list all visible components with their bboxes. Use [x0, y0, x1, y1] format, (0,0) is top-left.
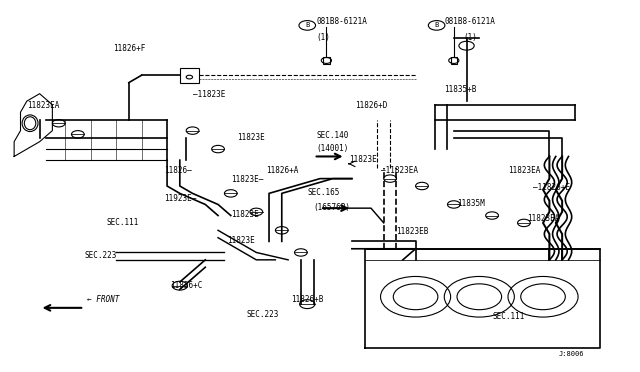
Text: 11835M: 11835M	[457, 199, 484, 208]
Text: —11823EA: —11823EA	[381, 166, 417, 175]
Text: SEC.111: SEC.111	[492, 312, 524, 321]
Text: SEC.223: SEC.223	[84, 251, 116, 260]
Text: 11823E: 11823E	[349, 155, 376, 164]
Text: 11823EA: 11823EA	[527, 214, 559, 223]
Text: (14001): (14001)	[317, 144, 349, 153]
Text: ← FRONT: ← FRONT	[88, 295, 120, 304]
Text: 11923E—: 11923E—	[164, 194, 196, 203]
Text: SEC.223: SEC.223	[246, 310, 279, 319]
Text: 11826+C: 11826+C	[170, 280, 203, 289]
Text: SEC.111: SEC.111	[106, 218, 139, 227]
Text: 11826+A: 11826+A	[266, 166, 298, 175]
Text: 11823E: 11823E	[237, 133, 265, 142]
Text: 11826—: 11826—	[164, 166, 191, 175]
Text: (1): (1)	[317, 33, 331, 42]
Text: 081B8-6121A: 081B8-6121A	[444, 16, 495, 26]
Text: J:8006: J:8006	[559, 351, 584, 357]
Text: 11823E: 11823E	[228, 236, 255, 245]
Text: SEC.140: SEC.140	[317, 131, 349, 140]
Text: —11826+E: —11826+E	[534, 183, 570, 192]
Text: 11823EA: 11823EA	[508, 166, 540, 175]
Text: B: B	[305, 22, 309, 28]
Text: (16576P): (16576P)	[314, 203, 351, 212]
Text: B: B	[435, 22, 439, 28]
Text: —11823E: —11823E	[193, 90, 225, 99]
Text: 11835+B: 11835+B	[444, 85, 477, 94]
Text: 11823EB: 11823EB	[396, 227, 429, 236]
Text: 081B8-6121A: 081B8-6121A	[317, 16, 368, 26]
Bar	[451, 57, 457, 64]
Bar	[180, 68, 199, 83]
Bar	[323, 57, 330, 64]
Text: 11826+D: 11826+D	[355, 102, 387, 110]
Text: 11823E—: 11823E—	[231, 175, 263, 184]
Text: 11826+F: 11826+F	[113, 44, 145, 53]
Text: 11826+B: 11826+B	[291, 295, 324, 304]
Text: 11823EA: 11823EA	[27, 102, 60, 110]
Text: 11823E: 11823E	[231, 211, 259, 219]
Text: (1): (1)	[463, 33, 477, 42]
Text: SEC.165: SEC.165	[307, 188, 340, 197]
